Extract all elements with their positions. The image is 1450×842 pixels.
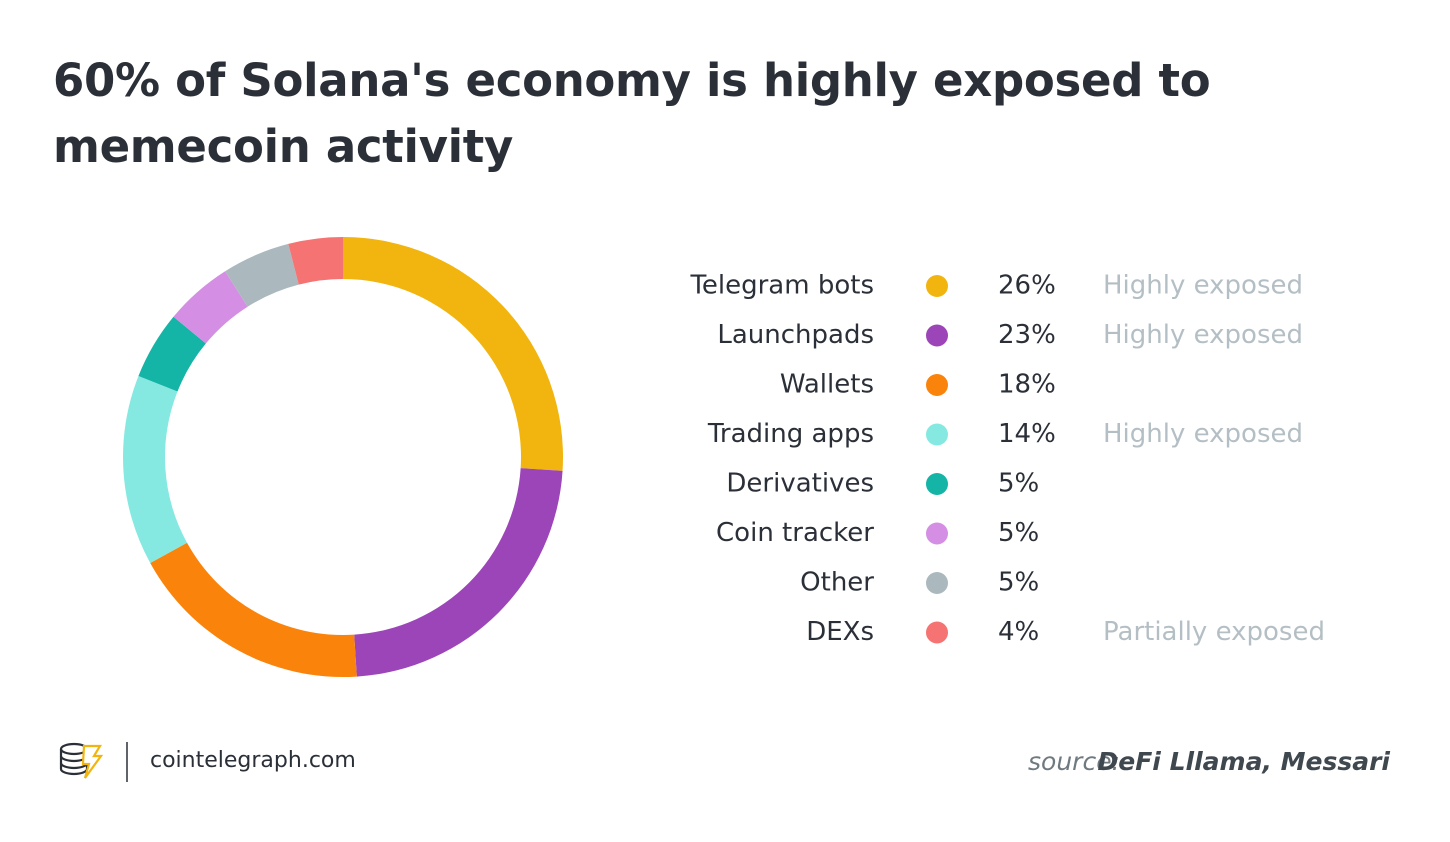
donut-segment bbox=[225, 243, 299, 307]
legend-swatch bbox=[926, 522, 948, 545]
donut-segment bbox=[173, 271, 248, 344]
legend-label: Launchpads bbox=[717, 320, 874, 350]
legend-label: Wallets bbox=[780, 370, 874, 400]
value-label: 14% bbox=[998, 419, 1056, 449]
legend-label: Trading apps bbox=[707, 419, 874, 449]
logo-icon bbox=[59, 742, 104, 779]
legend-swatch bbox=[926, 621, 948, 644]
exposure-label: Highly exposed bbox=[1103, 320, 1303, 350]
donut-segment bbox=[343, 237, 563, 471]
chart-title: 60% of Solana's economy is highly expose… bbox=[53, 54, 1211, 173]
value-label: 4% bbox=[998, 617, 1039, 647]
source-label: source: bbox=[1028, 747, 1120, 776]
legend-label: Coin tracker bbox=[716, 518, 874, 548]
donut-segment bbox=[138, 316, 206, 392]
legend-label: Derivatives bbox=[726, 469, 874, 499]
legend-swatch bbox=[926, 473, 948, 495]
exposure-label: Highly exposed bbox=[1103, 271, 1303, 301]
value-label: 18% bbox=[998, 370, 1056, 400]
value-label: 5% bbox=[998, 518, 1039, 548]
brand: cointelegraph.com bbox=[150, 748, 356, 773]
donut-segment bbox=[354, 468, 563, 677]
donut-segment bbox=[288, 237, 343, 285]
legend-label: Telegram bots bbox=[689, 271, 874, 301]
exposure-label: Partially exposed bbox=[1103, 617, 1325, 647]
legend-swatch bbox=[926, 572, 948, 594]
exposure-label: Highly exposed bbox=[1103, 419, 1303, 449]
legend-swatch bbox=[926, 374, 948, 396]
legend-label: DEXs bbox=[806, 617, 874, 647]
value-label: 26% bbox=[998, 271, 1056, 301]
donut-segment bbox=[123, 376, 188, 563]
donut-segment bbox=[150, 542, 357, 677]
value-label: 5% bbox=[998, 568, 1039, 598]
legend-swatch bbox=[926, 324, 948, 347]
legend-swatch bbox=[926, 423, 948, 446]
value-label: 5% bbox=[998, 469, 1039, 499]
legend-label: Other bbox=[800, 568, 874, 598]
legend-swatch bbox=[926, 275, 948, 297]
source: DeFi Lllama, Messari bbox=[1098, 747, 1391, 776]
value-label: 23% bbox=[998, 320, 1056, 350]
